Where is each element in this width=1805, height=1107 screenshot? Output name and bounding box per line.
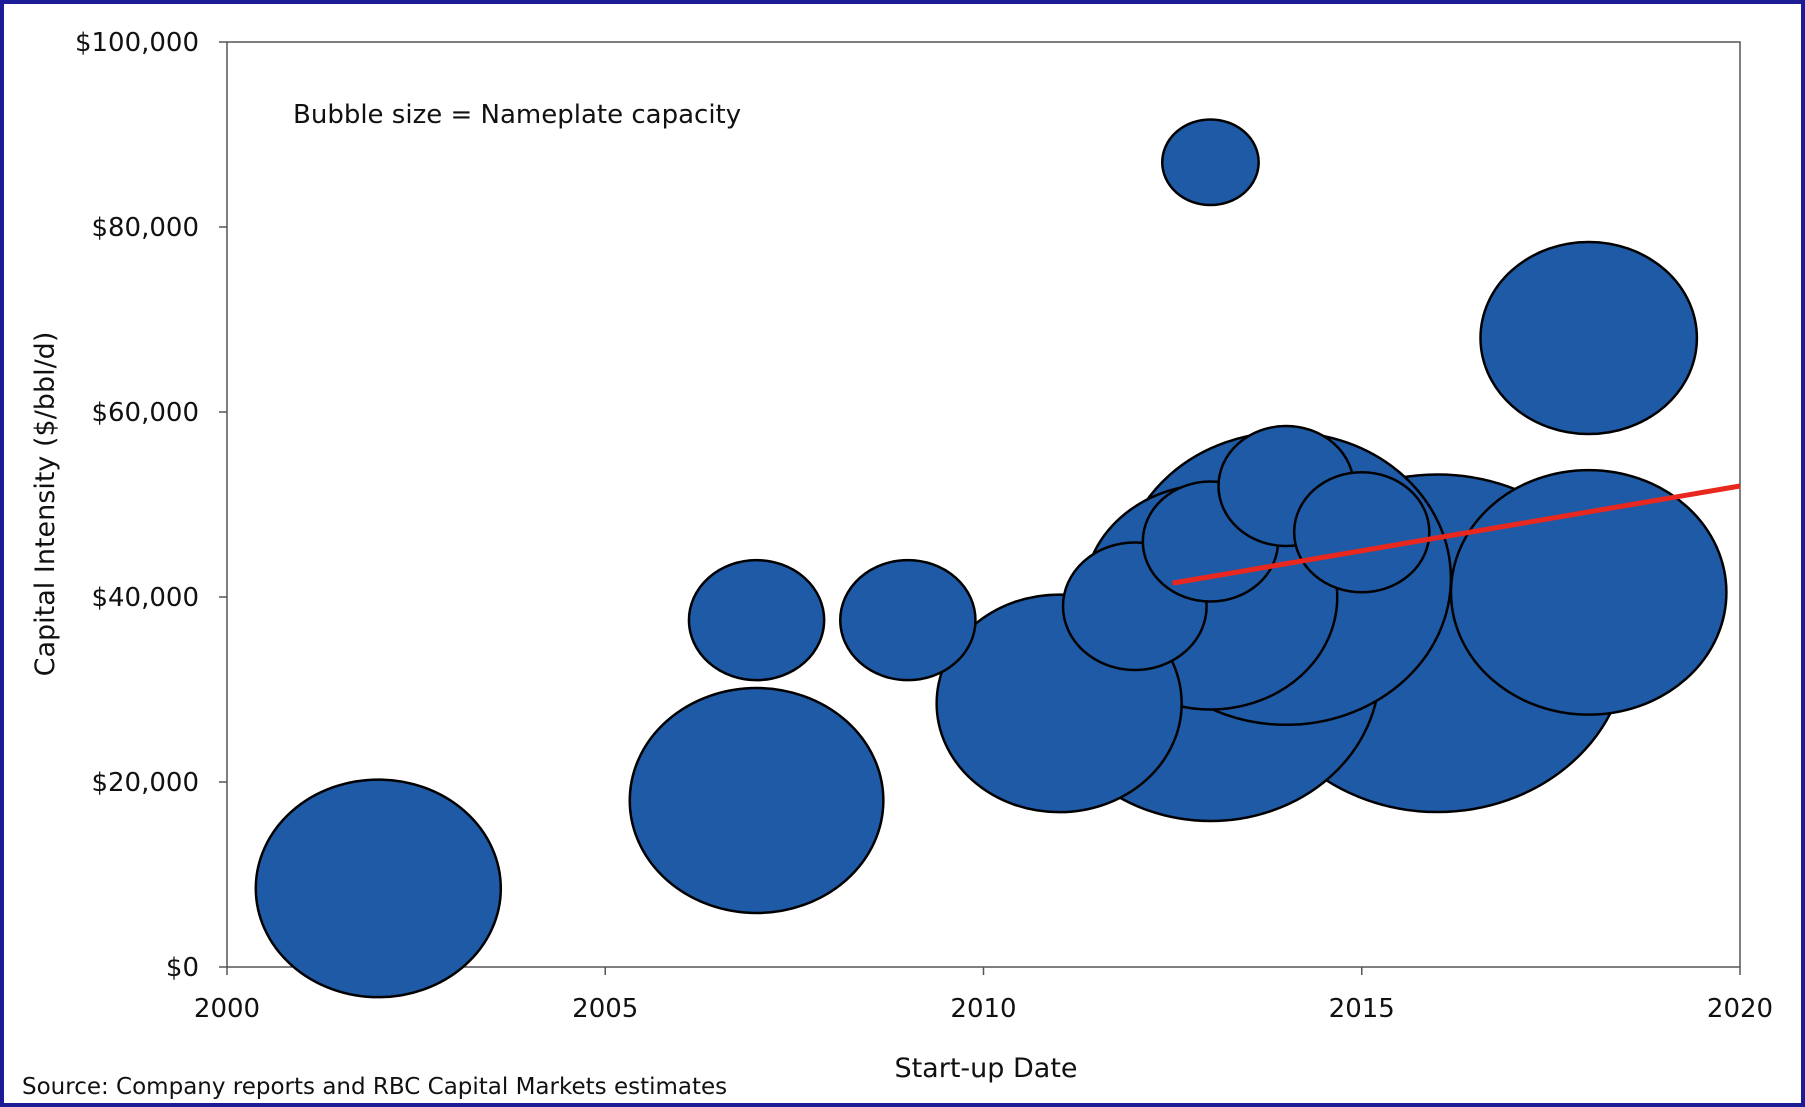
y-axis-title: Capital Intensity ($/bbl/d) [30,332,61,677]
trendline [1172,483,1741,586]
x-axis-title: Start-up Date [894,1053,1077,1084]
bubble-point [1161,118,1260,207]
y-tick-label: $100,000 [75,28,199,58]
axes-group [219,41,1741,975]
bubble-point [839,558,977,682]
y-tick-label: $40,000 [91,583,199,613]
bubble-point [1479,240,1699,436]
x-tick-label: 2010 [950,994,1016,1024]
y-tick-label: $20,000 [91,768,199,798]
trendline-group [1172,483,1741,586]
bubble-size-note: Bubble size = Nameplate capacity [293,100,741,130]
y-tick-label: $80,000 [91,213,199,243]
y-tick-label: $60,000 [91,398,199,428]
bubble-point [1449,468,1728,716]
bubble-chart: 2000 2005 2010 2015 2020 $0 $20,000 $40,000 $60… [22,28,1773,1100]
bubble-point [1292,471,1431,594]
y-tick-labels: $0 $20,000 $40,000 $60,000 $80,000 $100,000 [75,28,199,983]
bubble-point [628,686,885,915]
chart-frame: 2000 2005 2010 2015 2020 $0 $20,000 $40,000 $60… [4,4,1801,1103]
x-tick-label: 2020 [1707,994,1773,1024]
bubble-point [254,778,503,999]
source-note: Source: Company reports and RBC Capital … [22,1074,727,1100]
y-tick-label: $0 [166,953,199,983]
x-tick-label: 2005 [572,994,638,1024]
x-tick-label: 2000 [194,994,260,1024]
x-tick-labels: 2000 2005 2010 2015 2020 [194,994,1773,1024]
bubble-series [254,118,1728,999]
bubble-point [687,558,826,682]
x-tick-label: 2015 [1329,994,1395,1024]
